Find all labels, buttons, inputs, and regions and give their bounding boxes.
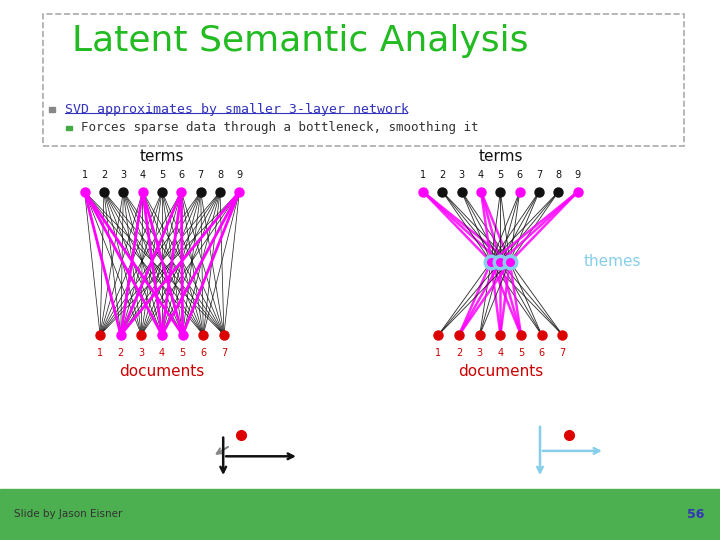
Text: 3: 3	[120, 170, 127, 180]
Text: 8: 8	[217, 170, 223, 180]
Text: 2: 2	[439, 170, 446, 180]
Text: 7: 7	[221, 348, 227, 359]
Text: 4: 4	[159, 348, 165, 359]
Text: 6: 6	[517, 170, 523, 180]
Text: SVD approximates by smaller 3-layer network: SVD approximates by smaller 3-layer netw…	[65, 103, 409, 116]
Text: Forces sparse data through a bottleneck, smoothing it: Forces sparse data through a bottleneck,…	[81, 122, 478, 134]
Text: 4: 4	[140, 170, 145, 180]
Bar	[66, 126, 72, 130]
Text: documents: documents	[458, 364, 543, 380]
Text: 5: 5	[518, 348, 524, 359]
Text: 3: 3	[477, 348, 483, 359]
Text: 6: 6	[539, 348, 545, 359]
Text: terms: terms	[478, 148, 523, 164]
Text: terms: terms	[140, 148, 184, 164]
Text: 3: 3	[459, 170, 465, 180]
FancyBboxPatch shape	[43, 14, 684, 146]
Text: 7: 7	[197, 170, 204, 180]
Text: 7: 7	[559, 348, 565, 359]
Text: 4: 4	[478, 170, 484, 180]
Text: Slide by Jason Eisner: Slide by Jason Eisner	[14, 509, 123, 519]
Text: 5: 5	[159, 170, 165, 180]
Text: 3: 3	[138, 348, 145, 359]
Text: 9: 9	[575, 170, 581, 180]
Text: 4: 4	[498, 348, 503, 359]
Text: documents: documents	[120, 364, 204, 380]
Text: 7: 7	[536, 170, 542, 180]
Text: 1: 1	[436, 348, 441, 359]
Text: 1: 1	[97, 348, 103, 359]
Bar	[0, 489, 720, 540]
Text: 8: 8	[555, 170, 562, 180]
Bar	[49, 107, 55, 112]
Text: Latent Semantic Analysis: Latent Semantic Analysis	[72, 24, 528, 58]
Text: 2: 2	[101, 170, 107, 180]
Text: 5: 5	[179, 348, 186, 359]
Text: 56: 56	[687, 508, 704, 521]
Text: 1: 1	[81, 170, 88, 180]
Text: 1: 1	[420, 170, 426, 180]
Text: 9: 9	[236, 170, 243, 180]
Text: 6: 6	[179, 170, 184, 180]
Text: 5: 5	[498, 170, 503, 180]
Text: themes: themes	[583, 254, 641, 269]
Text: 6: 6	[200, 348, 207, 359]
Text: 2: 2	[456, 348, 462, 359]
Text: 2: 2	[117, 348, 124, 359]
